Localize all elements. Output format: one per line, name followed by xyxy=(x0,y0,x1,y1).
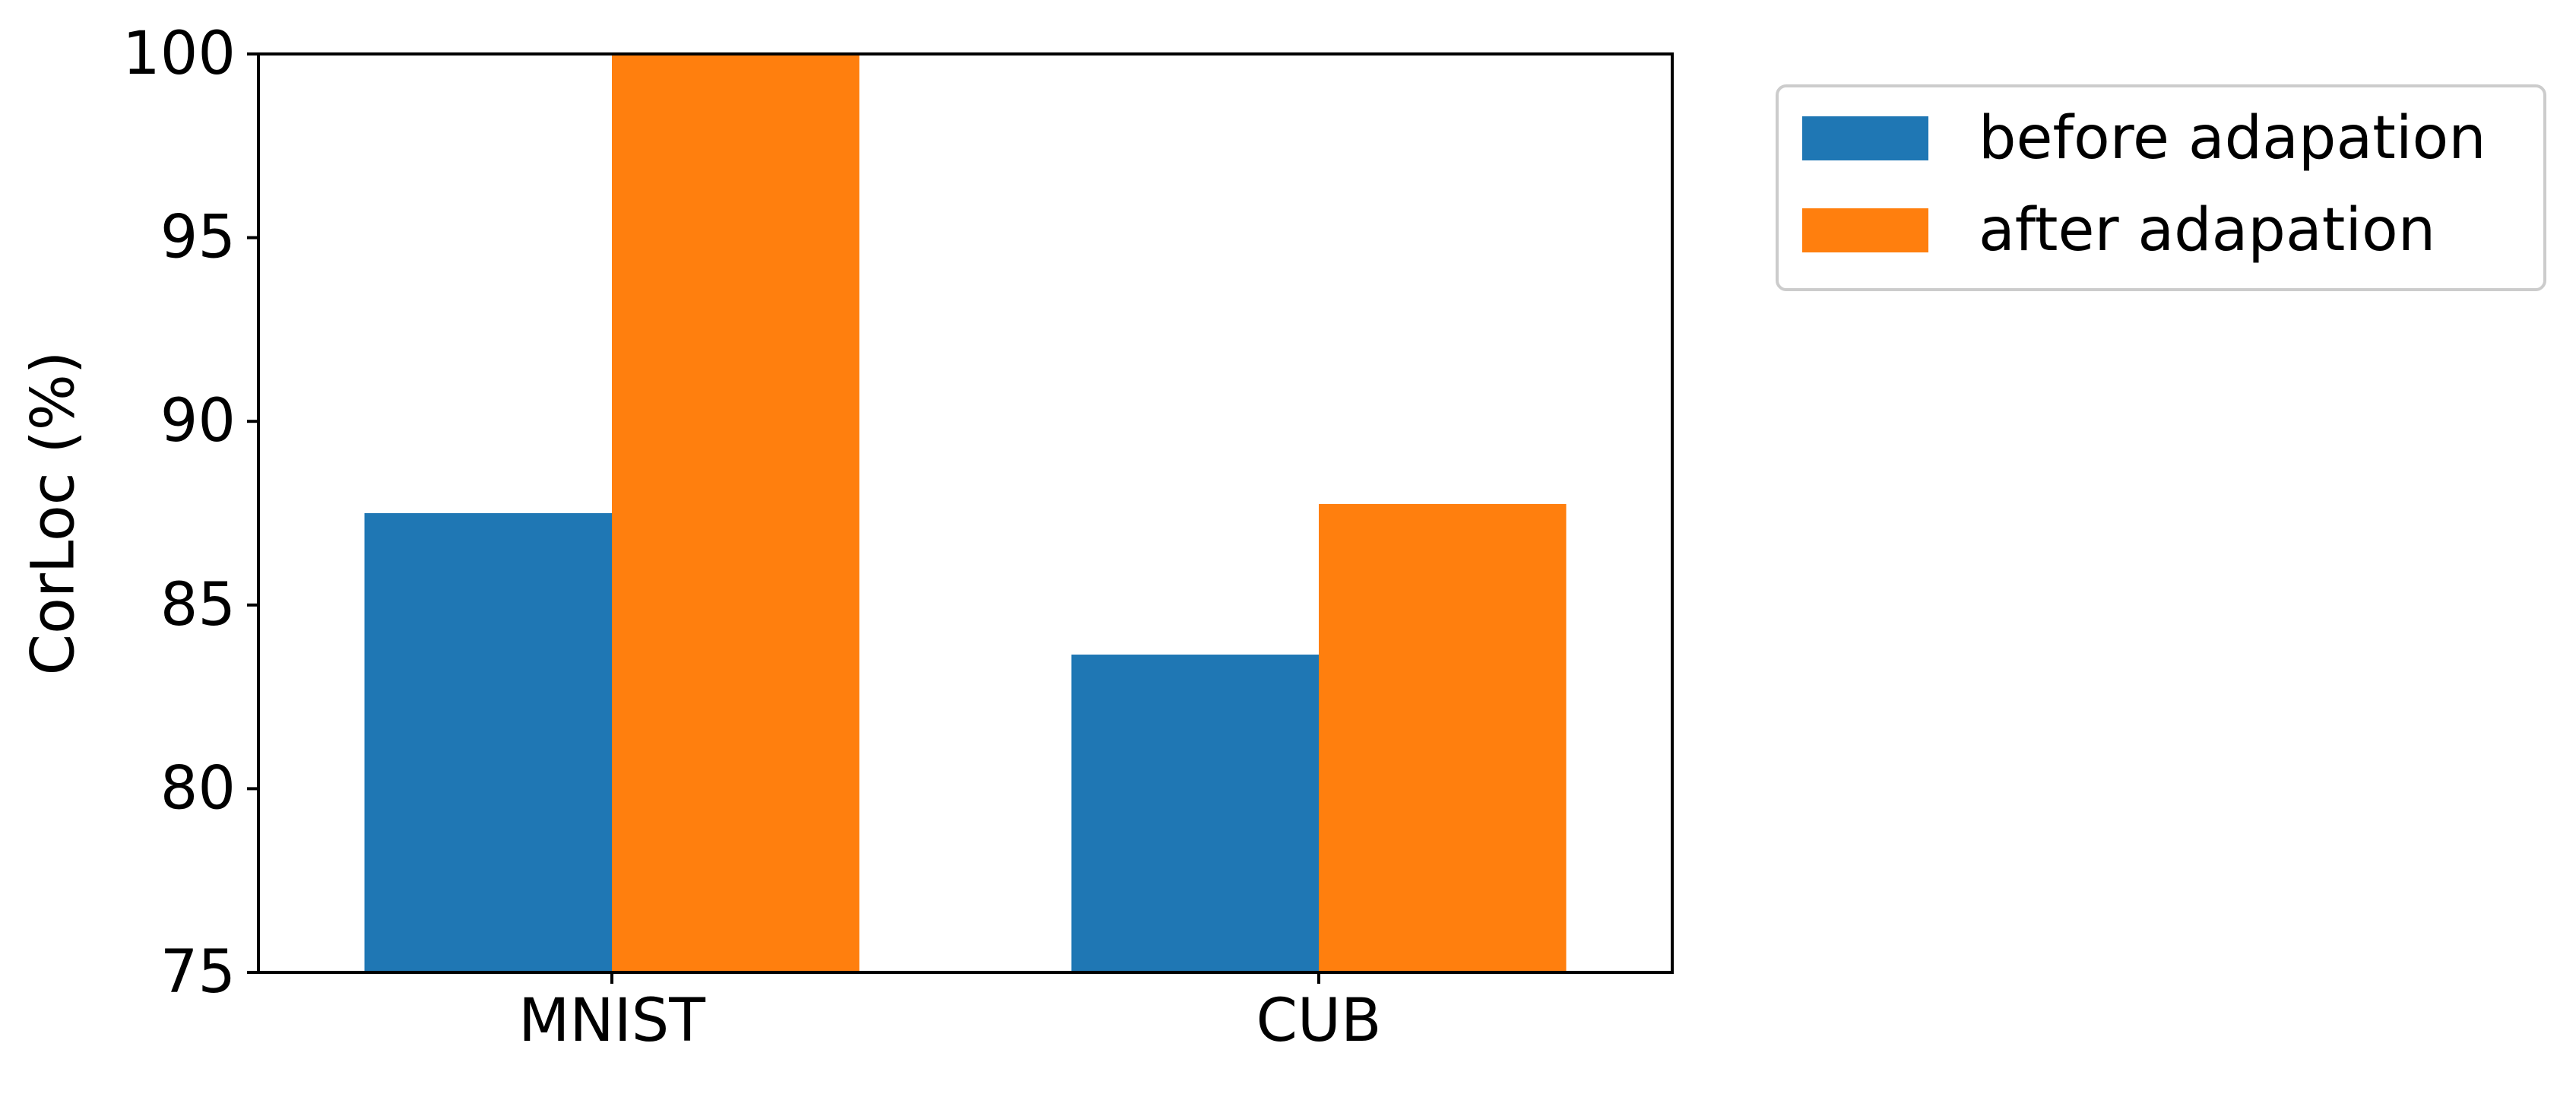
x-tick-label: CUB xyxy=(1256,987,1381,1055)
y-axis: 75 80 85 90 95 100 xyxy=(122,20,258,1007)
y-axis-label: CorLoc (%) xyxy=(19,351,87,676)
bars-layer xyxy=(364,54,1567,972)
y-tick-label: 85 xyxy=(160,571,236,639)
bar-before-adapation-cub xyxy=(1071,655,1319,972)
y-tick-label: 90 xyxy=(160,387,236,455)
legend-box xyxy=(1776,84,2546,291)
y-tick-label: 100 xyxy=(122,20,236,88)
bar-after-adapation-mnist xyxy=(612,54,860,972)
plot-frame xyxy=(257,52,1674,974)
legend-swatch xyxy=(1802,116,1928,160)
bar-before-adapation-mnist xyxy=(364,513,612,972)
x-tick-label: MNIST xyxy=(518,987,705,1055)
legend-label: before adapation xyxy=(1979,104,2486,173)
legend: before adapation after adapation xyxy=(1776,84,2546,291)
y-tick-label: 75 xyxy=(160,938,236,1007)
bar-after-adapation-cub xyxy=(1319,503,1567,972)
x-axis: MNIST CUB xyxy=(518,972,1382,1055)
legend-swatch xyxy=(1802,208,1928,252)
y-tick-label: 95 xyxy=(160,204,236,272)
y-tick-label: 80 xyxy=(160,754,236,823)
legend-label: after adapation xyxy=(1979,196,2435,265)
